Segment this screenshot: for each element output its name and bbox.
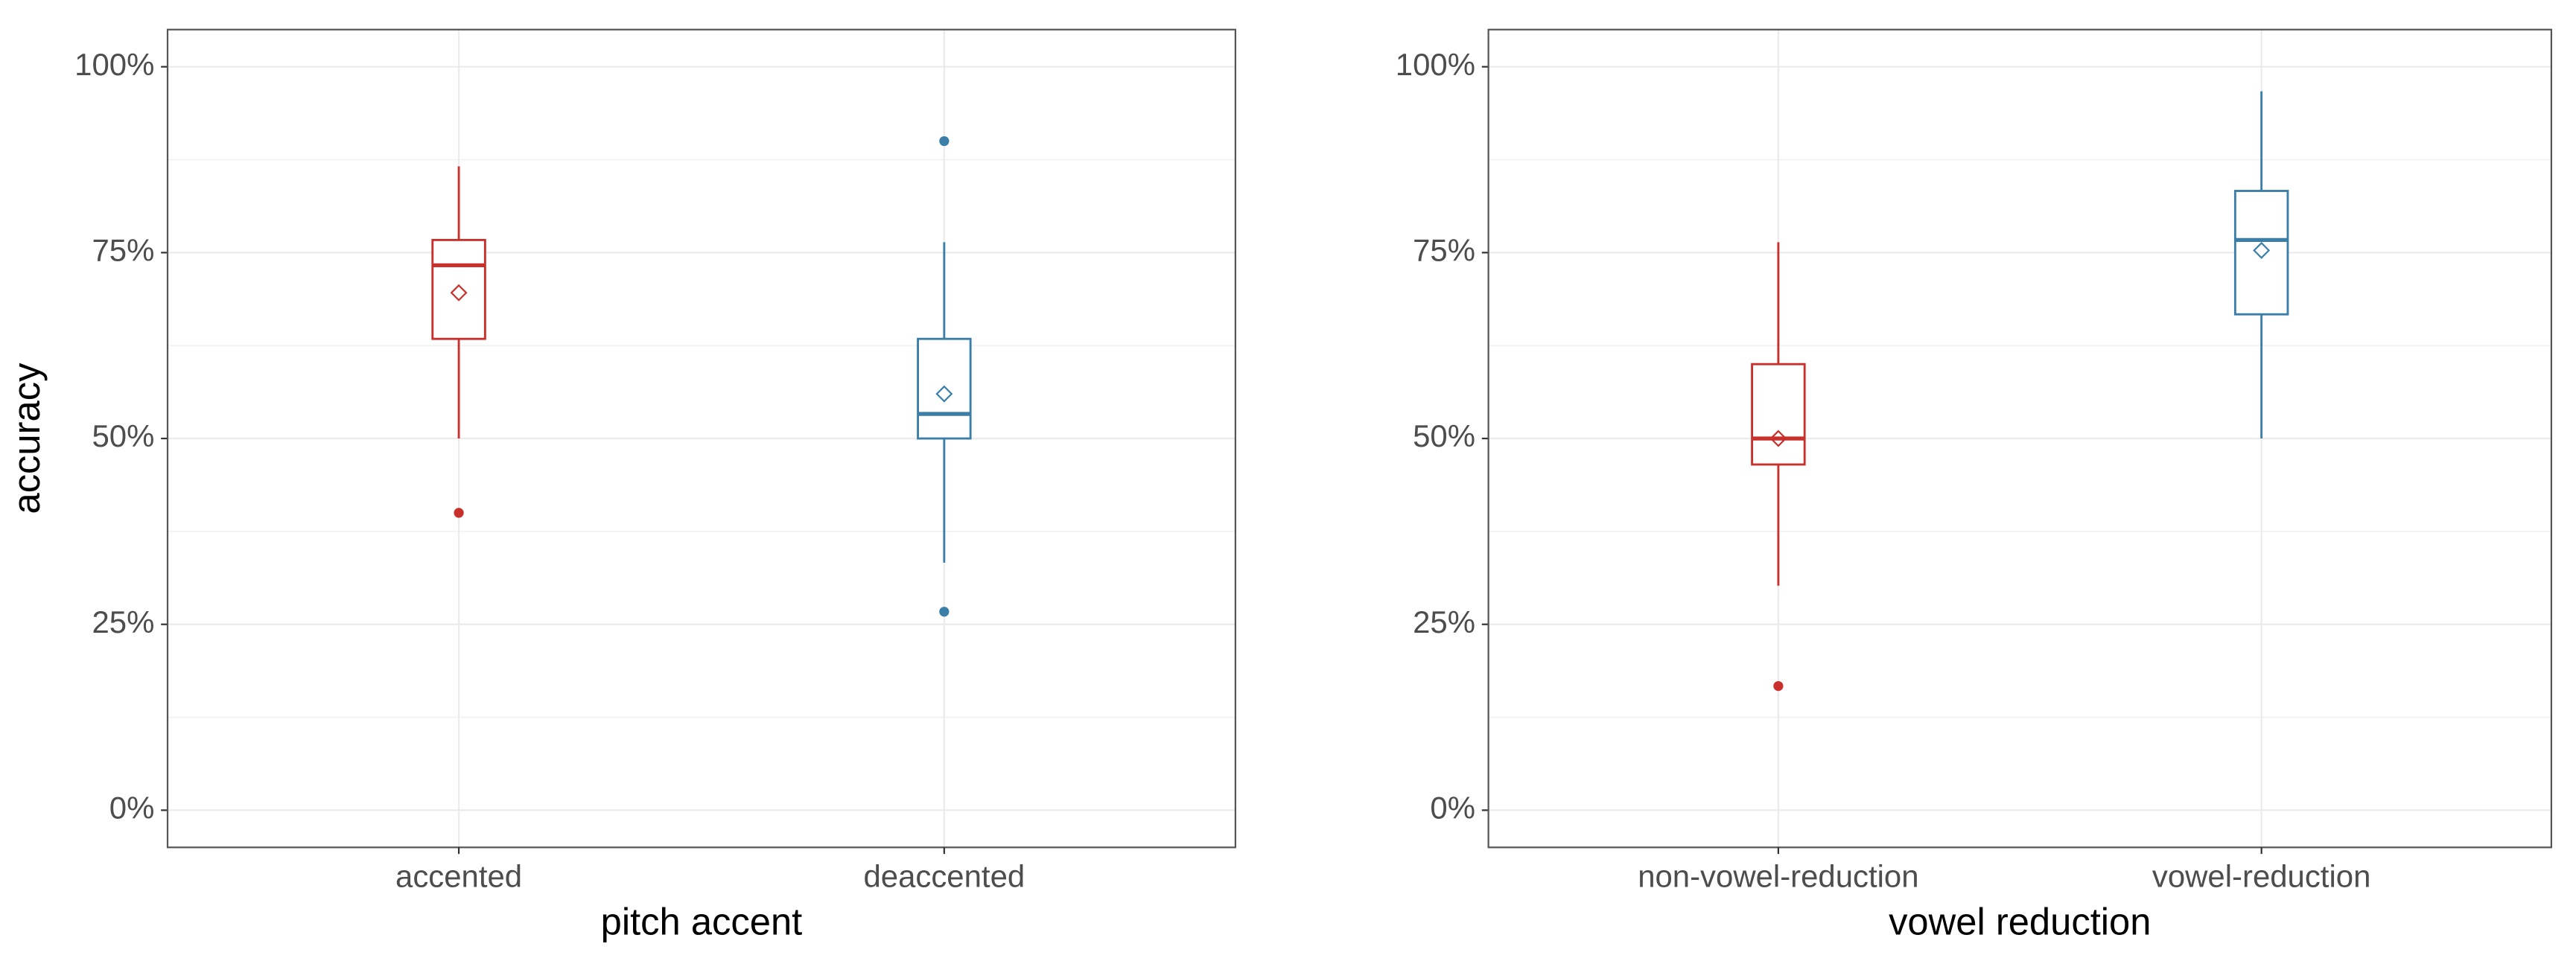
mean xyxy=(935,385,953,403)
x-tick-label: deaccented xyxy=(863,858,1025,893)
panel-border xyxy=(166,28,1237,849)
x-tick-label: vowel-reduction xyxy=(2152,858,2371,893)
y-tick-label: 25% xyxy=(1413,604,1475,639)
y-tick-label: 0% xyxy=(1430,790,1475,825)
outlier xyxy=(454,508,464,518)
mean xyxy=(1769,430,1787,447)
y-tick-label: 0% xyxy=(109,790,155,825)
box xyxy=(431,238,486,340)
y-axis-title: accuracy xyxy=(5,363,48,514)
x-axis-title: vowel reduction xyxy=(1889,900,2151,942)
box xyxy=(2233,190,2289,316)
x-axis-title: pitch accent xyxy=(601,900,803,942)
mean xyxy=(450,284,468,301)
box xyxy=(1751,363,1806,466)
y-tick-label: 75% xyxy=(1413,232,1475,267)
box xyxy=(917,337,972,440)
x-tick-label: accented xyxy=(395,858,522,893)
outlier xyxy=(1773,680,1784,692)
y-tick-label: 25% xyxy=(92,604,154,639)
y-tick-label: 100% xyxy=(1396,47,1475,82)
y-tick-label: 50% xyxy=(92,418,154,453)
outlier xyxy=(939,607,950,617)
panel-border xyxy=(1487,28,2553,849)
y-tick-label: 100% xyxy=(74,47,154,82)
mean xyxy=(2253,241,2271,259)
outlier xyxy=(939,135,950,147)
x-tick-label: non-vowel-reduction xyxy=(1638,858,1918,893)
y-tick-label: 75% xyxy=(92,232,154,267)
y-tick-label: 50% xyxy=(1413,418,1475,453)
